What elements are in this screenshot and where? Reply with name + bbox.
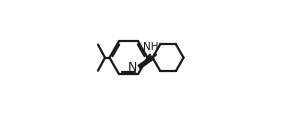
Text: NH: NH — [143, 42, 159, 52]
Text: N: N — [127, 61, 137, 74]
